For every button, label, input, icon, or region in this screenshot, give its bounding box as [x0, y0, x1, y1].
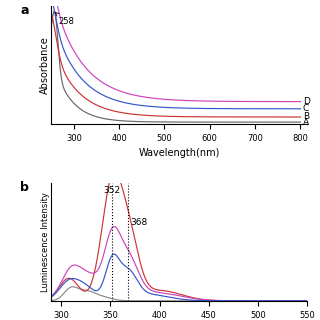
- X-axis label: Wavelength(nm): Wavelength(nm): [139, 148, 220, 158]
- Text: b: b: [20, 181, 29, 194]
- Text: 249: 249: [0, 319, 1, 320]
- Text: 258: 258: [55, 12, 74, 26]
- Text: B: B: [303, 113, 309, 122]
- Text: 352: 352: [104, 186, 121, 195]
- Y-axis label: Luminescence Intensity: Luminescence Intensity: [41, 192, 50, 292]
- Text: a: a: [20, 4, 29, 17]
- Text: C: C: [303, 104, 309, 113]
- Text: A: A: [303, 118, 309, 127]
- Text: D: D: [303, 97, 309, 106]
- Text: 368: 368: [130, 218, 147, 227]
- Y-axis label: Absorbance: Absorbance: [40, 36, 50, 94]
